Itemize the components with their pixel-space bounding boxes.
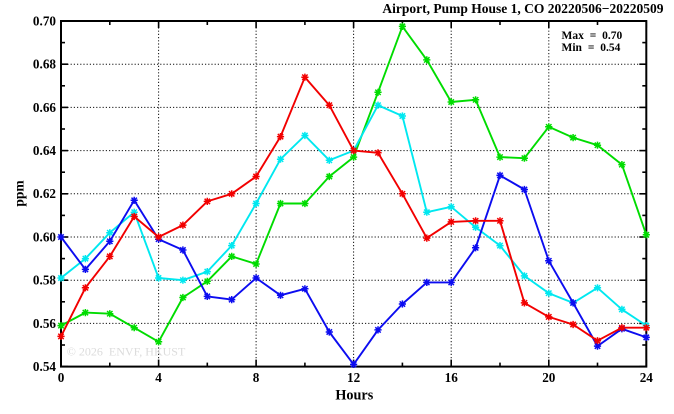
svg-text:16: 16 [445,370,459,385]
svg-text:4: 4 [155,370,162,385]
svg-text:0.64: 0.64 [33,143,56,158]
svg-text:Airport, Pump House 1, CO 2022: Airport, Pump House 1, CO 20220506−20220… [382,1,663,16]
svg-text:12: 12 [347,370,361,385]
svg-text:0.54: 0.54 [33,359,56,374]
svg-text:24: 24 [640,370,654,385]
svg-text:0.60: 0.60 [33,229,56,244]
svg-text:0.70: 0.70 [33,13,56,28]
svg-text:0.66: 0.66 [33,100,56,115]
svg-text:8: 8 [253,370,260,385]
svg-text:Max = 0.70: Max = 0.70 [562,30,623,42]
svg-text:20: 20 [542,370,556,385]
svg-text:© 2026 ENVF, HKUST: © 2026 ENVF, HKUST [67,344,186,358]
svg-text:0.56: 0.56 [33,316,56,331]
svg-text:Hours: Hours [335,388,373,404]
svg-text:ppm: ppm [11,180,26,207]
svg-text:Min = 0.54: Min = 0.54 [562,42,621,54]
svg-text:0.62: 0.62 [33,186,56,201]
svg-text:0.58: 0.58 [33,273,56,288]
svg-text:0.68: 0.68 [33,57,56,72]
svg-text:0: 0 [58,370,65,385]
